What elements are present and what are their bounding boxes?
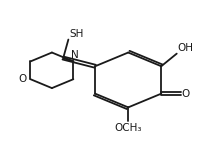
Text: SH: SH <box>69 29 83 39</box>
Text: OCH₃: OCH₃ <box>115 123 142 133</box>
Text: OH: OH <box>178 43 194 53</box>
Text: N: N <box>70 50 78 60</box>
Text: O: O <box>19 74 27 84</box>
Text: O: O <box>182 89 190 99</box>
